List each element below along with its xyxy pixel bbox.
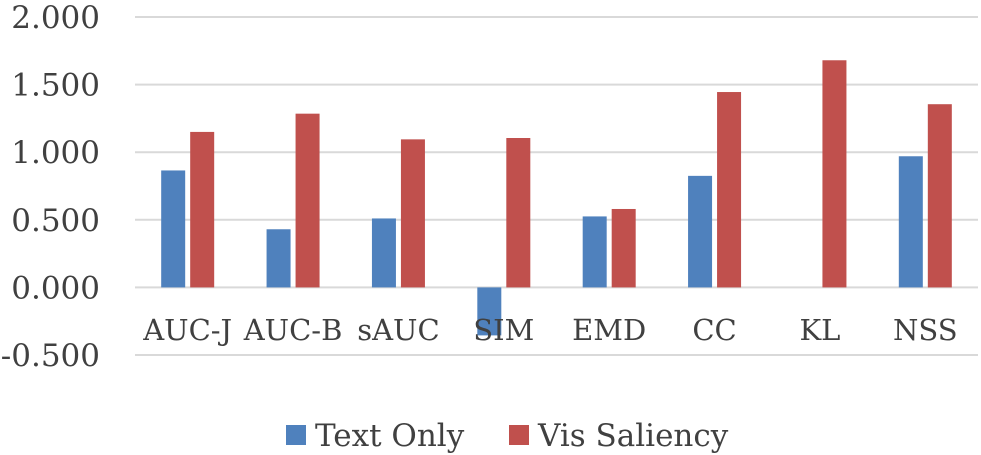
- bar-text-only-auc-b: [266, 229, 291, 288]
- bar-vis-saliency-cc: [717, 92, 742, 288]
- y-tick-label: 1.500: [11, 68, 100, 104]
- bar-vis-saliency-sauc: [400, 139, 425, 288]
- bar-vis-saliency-auc-b: [295, 113, 320, 288]
- category-label: CC: [692, 313, 736, 347]
- legend-swatch: [286, 425, 306, 445]
- legend-swatch: [509, 425, 529, 445]
- legend: Text Only Vis Saliency: [286, 418, 729, 454]
- bar-text-only-auc-j: [161, 170, 186, 288]
- category-label: SIM: [473, 313, 534, 347]
- y-tick-label: 2.000: [11, 0, 100, 36]
- category-label: NSS: [893, 313, 958, 347]
- y-tick-label: 1.000: [11, 135, 100, 171]
- bar-vis-saliency-nss: [927, 104, 952, 288]
- y-tick-label: -0.500: [1, 338, 100, 374]
- gridlines: [135, 16, 978, 356]
- bar-vis-saliency-kl: [822, 60, 847, 288]
- bar-text-only-nss: [898, 156, 923, 288]
- category-label: KL: [799, 313, 840, 347]
- bar-text-only-sauc: [371, 218, 396, 288]
- category-label: AUC-B: [243, 313, 343, 347]
- legend-label: Text Only: [315, 418, 465, 454]
- bar-text-only-cc: [688, 175, 713, 288]
- y-tick-label: 0.500: [11, 203, 100, 239]
- legend-label: Vis Saliency: [537, 418, 729, 454]
- y-axis-tick-labels: 2.000 1.500 1.000 0.500 0.000 -0.500: [1, 0, 100, 374]
- category-label: EMD: [572, 313, 646, 347]
- category-label: sAUC: [357, 313, 439, 347]
- bar-vis-saliency-auc-j: [190, 131, 215, 288]
- category-label: AUC-J: [142, 313, 232, 347]
- category-labels: AUC-J AUC-B sAUC SIM EMD CC KL NSS: [142, 313, 957, 347]
- bar-vis-saliency-emd: [611, 208, 636, 288]
- bar-vis-saliency-sim: [506, 138, 531, 288]
- y-tick-label: 0.000: [11, 270, 100, 306]
- bar-text-only-emd: [582, 216, 607, 288]
- bars: [161, 60, 952, 336]
- bar-text-only-sim: [477, 287, 502, 336]
